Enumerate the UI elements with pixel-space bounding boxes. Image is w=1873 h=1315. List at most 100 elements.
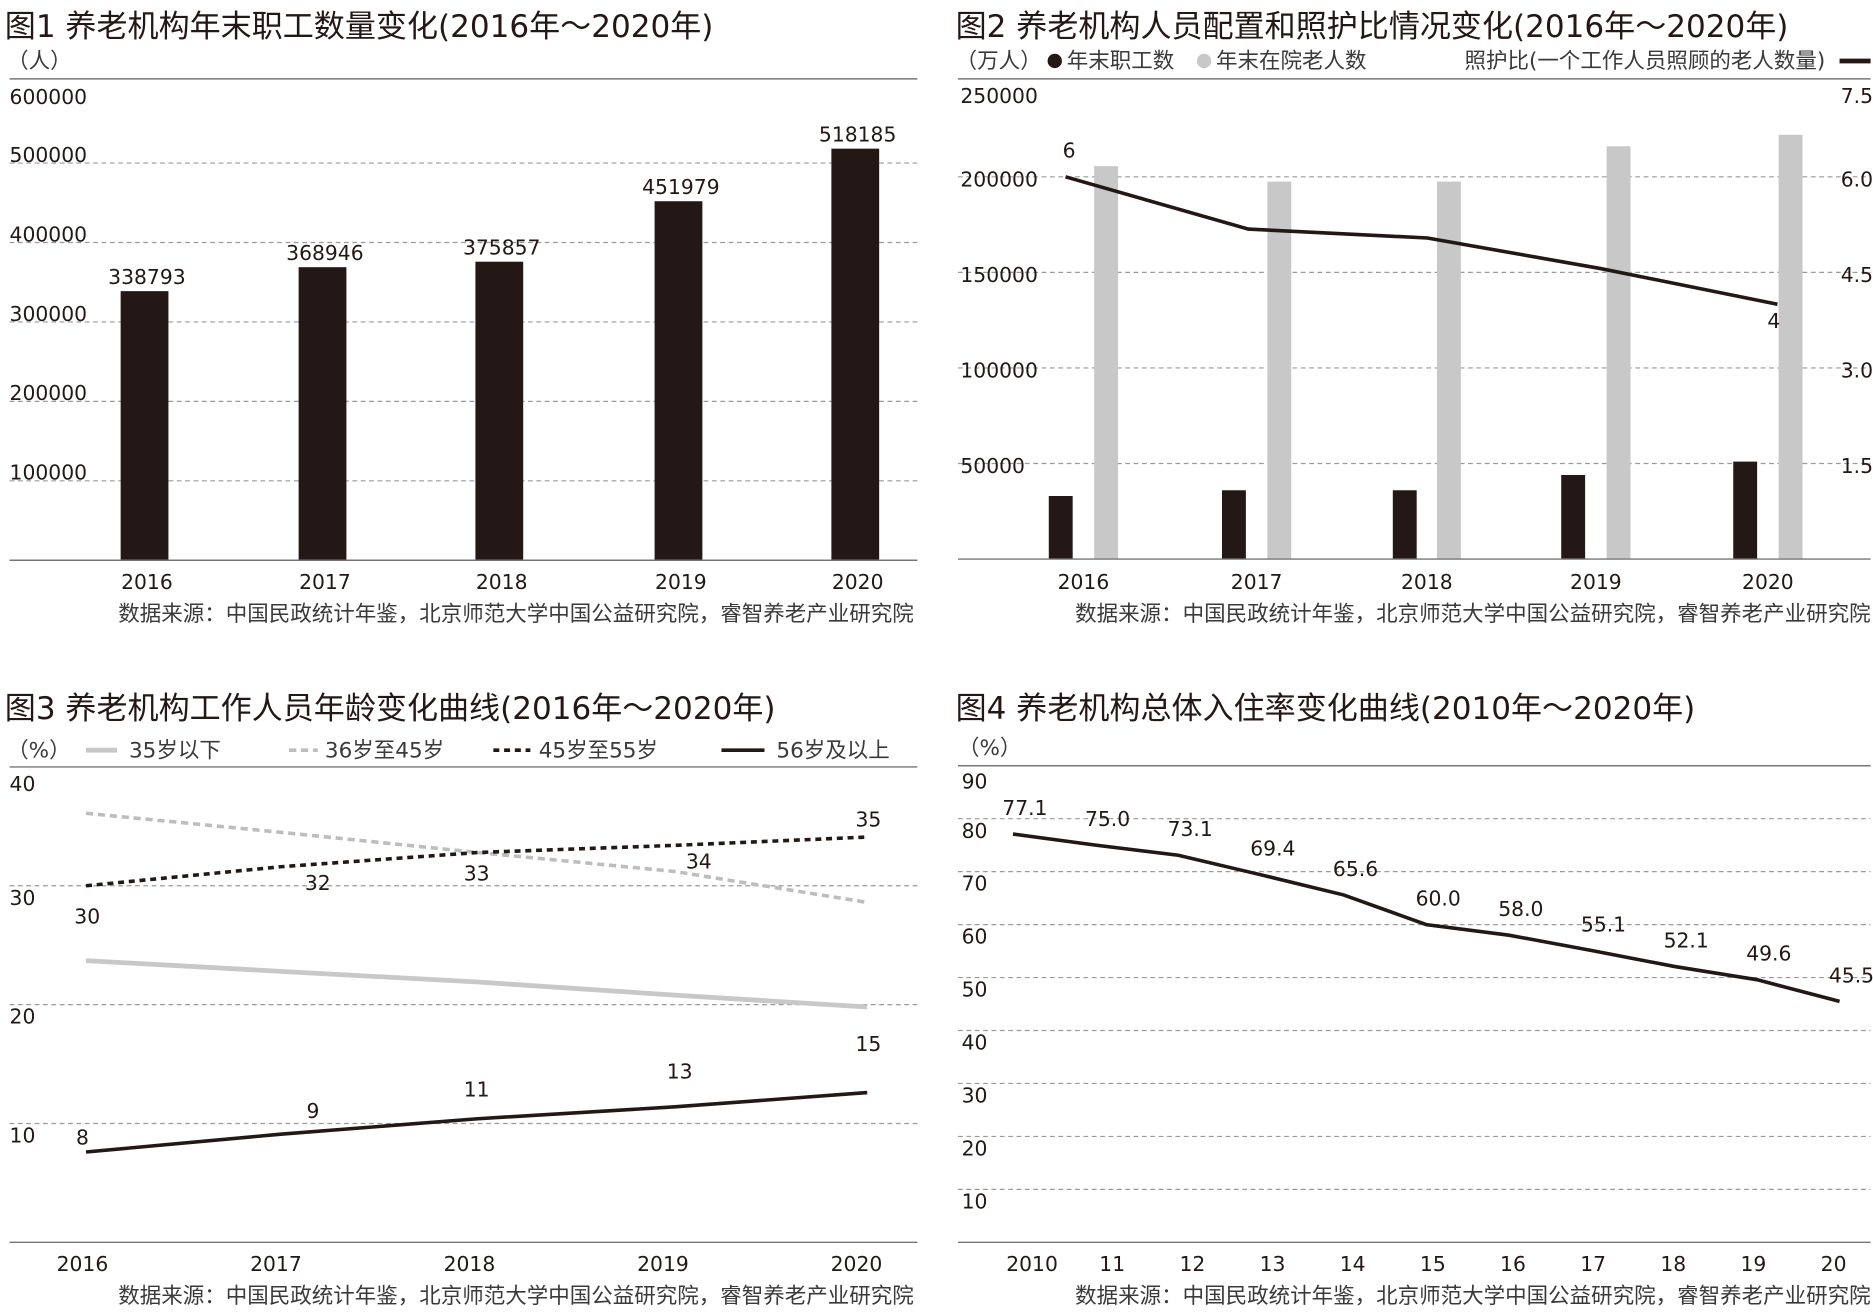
chart-title: 图2 养老机构人员配置和照护比情况变化(2016年～2020年) — [956, 9, 1789, 45]
data-label: 45.5 — [1829, 963, 1873, 987]
x-tick-label: 2019 — [1570, 570, 1622, 594]
y-tick-label: 600000 — [10, 85, 87, 109]
chart-title: 图1 养老机构年末职工数量变化(2016年～2020年) — [5, 9, 714, 45]
x-tick-label: 2020 — [1742, 570, 1794, 594]
legend-dot-workers — [1047, 53, 1062, 69]
y-tick-label: 200000 — [960, 167, 1037, 191]
bar-2018 — [475, 261, 524, 561]
care-ratio-line — [1065, 175, 1778, 306]
line-value-label: 6 — [1063, 139, 1076, 163]
x-tick-label: 16 — [1500, 1252, 1526, 1276]
bar-value-label: 518185 — [819, 122, 896, 146]
y-tick-label: 50 — [962, 978, 988, 1002]
y-tick-label: 20 — [962, 1137, 988, 1161]
line-value-label: 4 — [1767, 309, 1780, 333]
data-label: 35 — [855, 808, 881, 832]
x-tick-label: 2016 — [57, 1252, 109, 1276]
y-tick-label: 300000 — [10, 302, 87, 326]
unit-label: （%） — [958, 736, 1021, 761]
data-label: 69.4 — [1250, 837, 1295, 861]
source-note: 数据来源：中国民政统计年鉴，北京师范大学中国公益研究院，睿智养老产业研究院 — [1075, 1284, 1871, 1309]
source-note: 数据来源：中国民政统计年鉴，北京师范大学中国公益研究院，睿智养老产业研究院 — [1075, 602, 1871, 627]
x-tick-label: 17 — [1580, 1252, 1606, 1276]
data-label: 65.6 — [1333, 857, 1378, 881]
data-label: 13 — [667, 1060, 693, 1084]
chart-title: 图3 养老机构工作人员年龄变化曲线(2016年～2020年) — [5, 691, 776, 727]
x-tick-label: 2016 — [121, 570, 173, 594]
series-line-0 — [85, 958, 868, 1010]
y-tick-label: 10 — [962, 1189, 988, 1213]
bar-elderly-2016 — [1094, 166, 1119, 560]
chart-title: 图4 养老机构总体入住率变化曲线(2010年～2020年) — [956, 691, 1696, 727]
y-tick-label: 250000 — [960, 84, 1037, 108]
x-tick-label: 2010 — [1006, 1252, 1058, 1276]
legend-label: 35岁以下 — [129, 738, 221, 763]
y-tick-label: 90 — [962, 769, 988, 793]
data-label: 58.0 — [1498, 897, 1543, 921]
series-line-3 — [85, 1090, 868, 1154]
y-tick-label: 200000 — [10, 381, 87, 405]
x-tick-label: 2020 — [831, 1252, 883, 1276]
x-tick-label: 11 — [1099, 1252, 1125, 1276]
data-label: 8 — [76, 1125, 89, 1149]
x-tick-label: 2018 — [476, 570, 528, 594]
bar-value-label: 451979 — [642, 175, 719, 199]
bar-workers-2018 — [1392, 490, 1417, 560]
bar-workers-2020 — [1733, 461, 1758, 560]
data-label: 75.0 — [1085, 807, 1130, 831]
x-tick-label: 2020 — [832, 570, 884, 594]
y2-tick-label: 3.0 — [1841, 359, 1873, 383]
y-tick-label: 400000 — [10, 222, 87, 246]
y-tick-label: 500000 — [10, 143, 87, 167]
legend-label: 36岁至45岁 — [325, 738, 444, 763]
y-tick-label: 10 — [10, 1124, 36, 1148]
occupancy-line — [1012, 832, 1841, 1004]
y2-tick-label: 1.5 — [1841, 454, 1873, 478]
bar-workers-2016 — [1048, 496, 1073, 560]
y-tick-label: 60 — [962, 925, 988, 949]
bar-2016 — [120, 291, 169, 561]
x-tick-label: 2017 — [299, 570, 351, 594]
y-tick-label: 40 — [962, 1031, 988, 1055]
y-tick-label: 150000 — [960, 263, 1037, 287]
x-tick-label: 2019 — [655, 570, 707, 594]
bar-elderly-2017 — [1267, 181, 1292, 560]
data-label: 30 — [74, 904, 100, 928]
legend-label: 年末在院老人数 — [1216, 49, 1367, 74]
x-tick-label: 2017 — [1231, 570, 1283, 594]
x-tick-label: 2019 — [637, 1252, 689, 1276]
bar-workers-2017 — [1221, 490, 1246, 560]
data-label: 49.6 — [1746, 942, 1791, 966]
data-label: 32 — [305, 871, 331, 895]
source-note: 数据来源：中国民政统计年鉴，北京师范大学中国公益研究院，睿智养老产业研究院 — [118, 602, 914, 627]
data-label: 9 — [307, 1099, 320, 1123]
x-tick-label: 14 — [1340, 1252, 1366, 1276]
x-tick-label: 2018 — [1401, 570, 1453, 594]
y2-tick-label: 4.5 — [1841, 263, 1873, 287]
bar-value-label: 368946 — [286, 241, 363, 265]
bar-elderly-2019 — [1606, 146, 1631, 560]
y-tick-label: 100000 — [960, 359, 1037, 383]
legend-label: 45岁至55岁 — [539, 738, 658, 763]
y-tick-label: 50000 — [960, 454, 1025, 478]
y-tick-label: 100000 — [10, 461, 87, 485]
y2-tick-label: 6.0 — [1841, 167, 1873, 191]
data-label: 73.1 — [1168, 817, 1213, 841]
bar-elderly-2020 — [1778, 134, 1803, 560]
x-tick-label: 2017 — [250, 1252, 302, 1276]
legend-label: 年末职工数 — [1067, 49, 1175, 74]
bar-value-label: 338793 — [108, 265, 185, 289]
unit-label: （万人） — [956, 49, 1042, 74]
x-tick-label: 18 — [1660, 1252, 1686, 1276]
data-label: 77.1 — [1002, 796, 1047, 820]
data-label: 15 — [855, 1032, 881, 1056]
series-line-2 — [85, 835, 868, 888]
y-tick-label: 70 — [962, 872, 988, 896]
y-tick-label: 20 — [10, 1005, 36, 1029]
x-tick-label: 13 — [1260, 1252, 1286, 1276]
y-tick-label: 80 — [962, 819, 988, 843]
legend-label: 56岁及以上 — [776, 738, 889, 763]
y-tick-label: 30 — [10, 886, 36, 910]
x-tick-label: 2016 — [1058, 570, 1110, 594]
